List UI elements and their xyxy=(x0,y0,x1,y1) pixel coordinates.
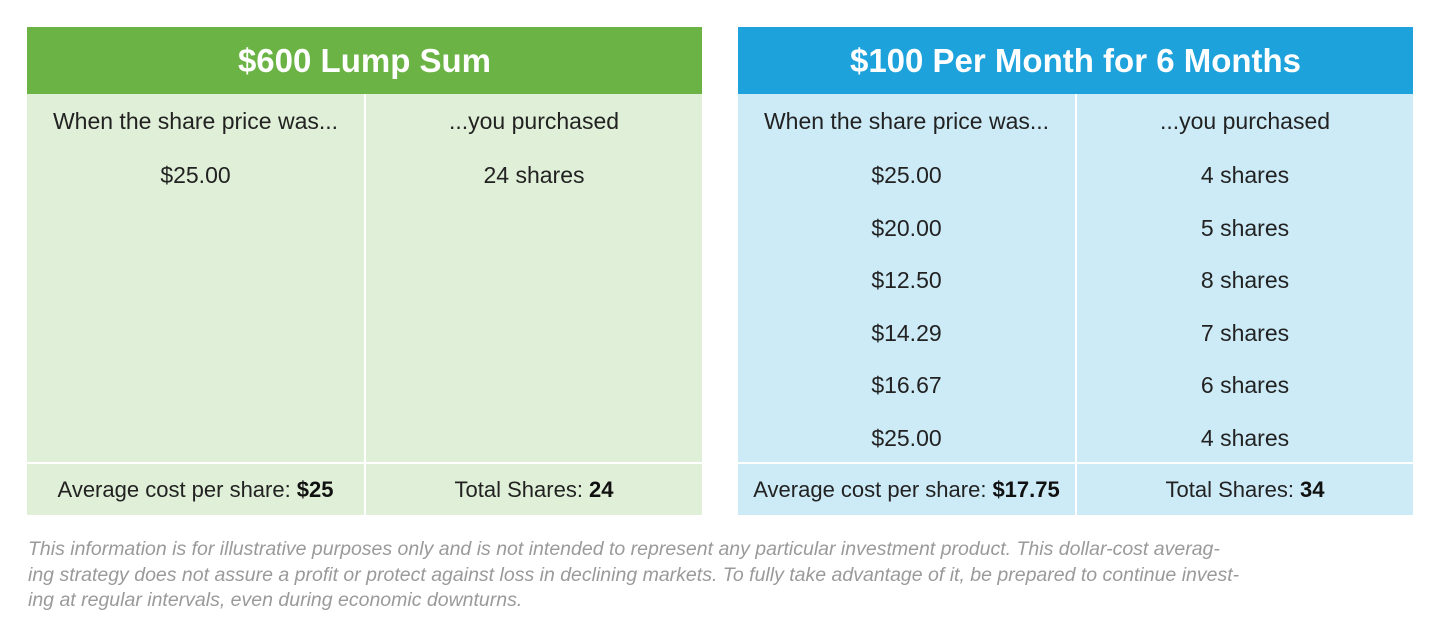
total-shares-value: 34 xyxy=(1299,476,1325,502)
shares-cell: 6 shares xyxy=(1200,372,1290,398)
lump-sum-price-column: When the share price was... $25.00 xyxy=(27,94,364,462)
price-cell: $25.00 xyxy=(871,162,942,188)
shares-column-header: ...you purchased xyxy=(1159,108,1331,134)
price-cell: $16.67 xyxy=(871,372,942,398)
lump-sum-title: $600 Lump Sum xyxy=(27,27,702,94)
price-cell: $14.29 xyxy=(871,319,942,346)
column-divider xyxy=(364,94,366,515)
shares-cell: 7 shares xyxy=(1200,319,1290,346)
shares-cell: 8 shares xyxy=(1200,267,1290,293)
footer-divider xyxy=(27,462,702,464)
disclaimer-text: This information is for illustrative pur… xyxy=(28,537,1418,614)
average-cost: Average cost per share: $25 xyxy=(27,464,364,515)
total-shares: Total Shares: 34 xyxy=(1077,464,1413,515)
shares-cell: 24 shares xyxy=(483,162,585,188)
monthly-panel: $100 Per Month for 6 Months When the sha… xyxy=(738,27,1413,515)
shares-cell: 4 shares xyxy=(1200,162,1290,188)
average-cost: Average cost per share: $17.75 xyxy=(738,464,1075,515)
lump-sum-footer: Average cost per share: $25 Total Shares… xyxy=(27,464,702,515)
price-cell: $25.00 xyxy=(160,162,231,188)
total-shares-value: 24 xyxy=(588,476,614,502)
lump-sum-table-body: When the share price was... $25.00 ...yo… xyxy=(27,94,702,462)
footer-divider xyxy=(738,462,1413,464)
price-column-header: When the share price was... xyxy=(52,108,339,134)
average-cost-value: $25 xyxy=(296,476,334,502)
shares-cell: 5 shares xyxy=(1200,214,1290,241)
disclaimer-line: ing strategy does not assure a profit or… xyxy=(28,563,1240,586)
price-cell: $12.50 xyxy=(871,267,942,293)
column-divider xyxy=(1075,94,1077,515)
price-cell: $25.00 xyxy=(871,424,942,451)
total-shares-label: Total Shares: xyxy=(1165,476,1294,502)
monthly-table-body: When the share price was... $25.00 $20.0… xyxy=(738,94,1413,462)
monthly-price-column: When the share price was... $25.00 $20.0… xyxy=(738,94,1075,462)
total-shares-label: Total Shares: xyxy=(454,476,583,502)
price-cell: $20.00 xyxy=(871,214,942,241)
monthly-footer: Average cost per share: $17.75 Total Sha… xyxy=(738,464,1413,515)
lump-sum-panel: $600 Lump Sum When the share price was..… xyxy=(27,27,702,515)
lump-sum-shares-column: ...you purchased 24 shares xyxy=(366,94,702,462)
monthly-shares-column: ...you purchased 4 shares 5 shares 8 sha… xyxy=(1077,94,1413,462)
average-cost-label: Average cost per share: xyxy=(753,476,987,502)
shares-column-header: ...you purchased xyxy=(448,108,620,134)
price-column-header: When the share price was... xyxy=(763,108,1050,134)
disclaimer-line: This information is for illustrative pur… xyxy=(28,538,1220,560)
total-shares: Total Shares: 24 xyxy=(366,464,702,515)
shares-cell: 4 shares xyxy=(1200,424,1290,451)
average-cost-value: $17.75 xyxy=(992,476,1060,502)
monthly-title: $100 Per Month for 6 Months xyxy=(738,27,1413,94)
disclaimer-line: ing at regular intervals, even during ec… xyxy=(28,589,523,611)
average-cost-label: Average cost per share: xyxy=(57,476,291,502)
